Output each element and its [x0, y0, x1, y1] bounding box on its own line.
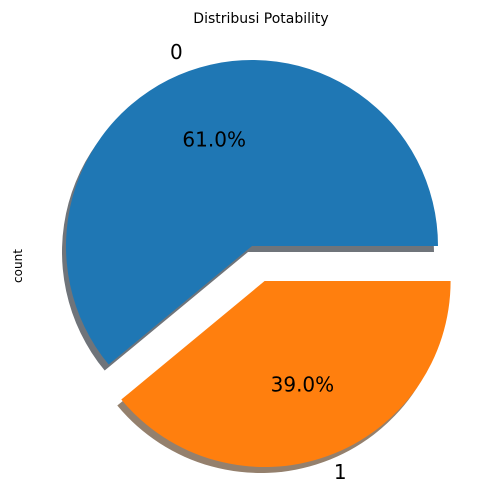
slice-category-label: 0	[170, 40, 183, 64]
slice-percent-label: 39.0%	[271, 373, 335, 397]
slice-percent-label: 61.0%	[182, 127, 246, 151]
chart-title: Distribusi Potability	[193, 11, 328, 27]
pie-labels: 0 61.0% 1 39.0%	[170, 40, 347, 484]
pie-slice-0	[65, 59, 439, 365]
slice-category-label: 1	[334, 460, 347, 484]
pie-slices	[65, 59, 451, 468]
y-axis-label: count	[11, 249, 25, 283]
pie-slice-1	[121, 281, 451, 468]
